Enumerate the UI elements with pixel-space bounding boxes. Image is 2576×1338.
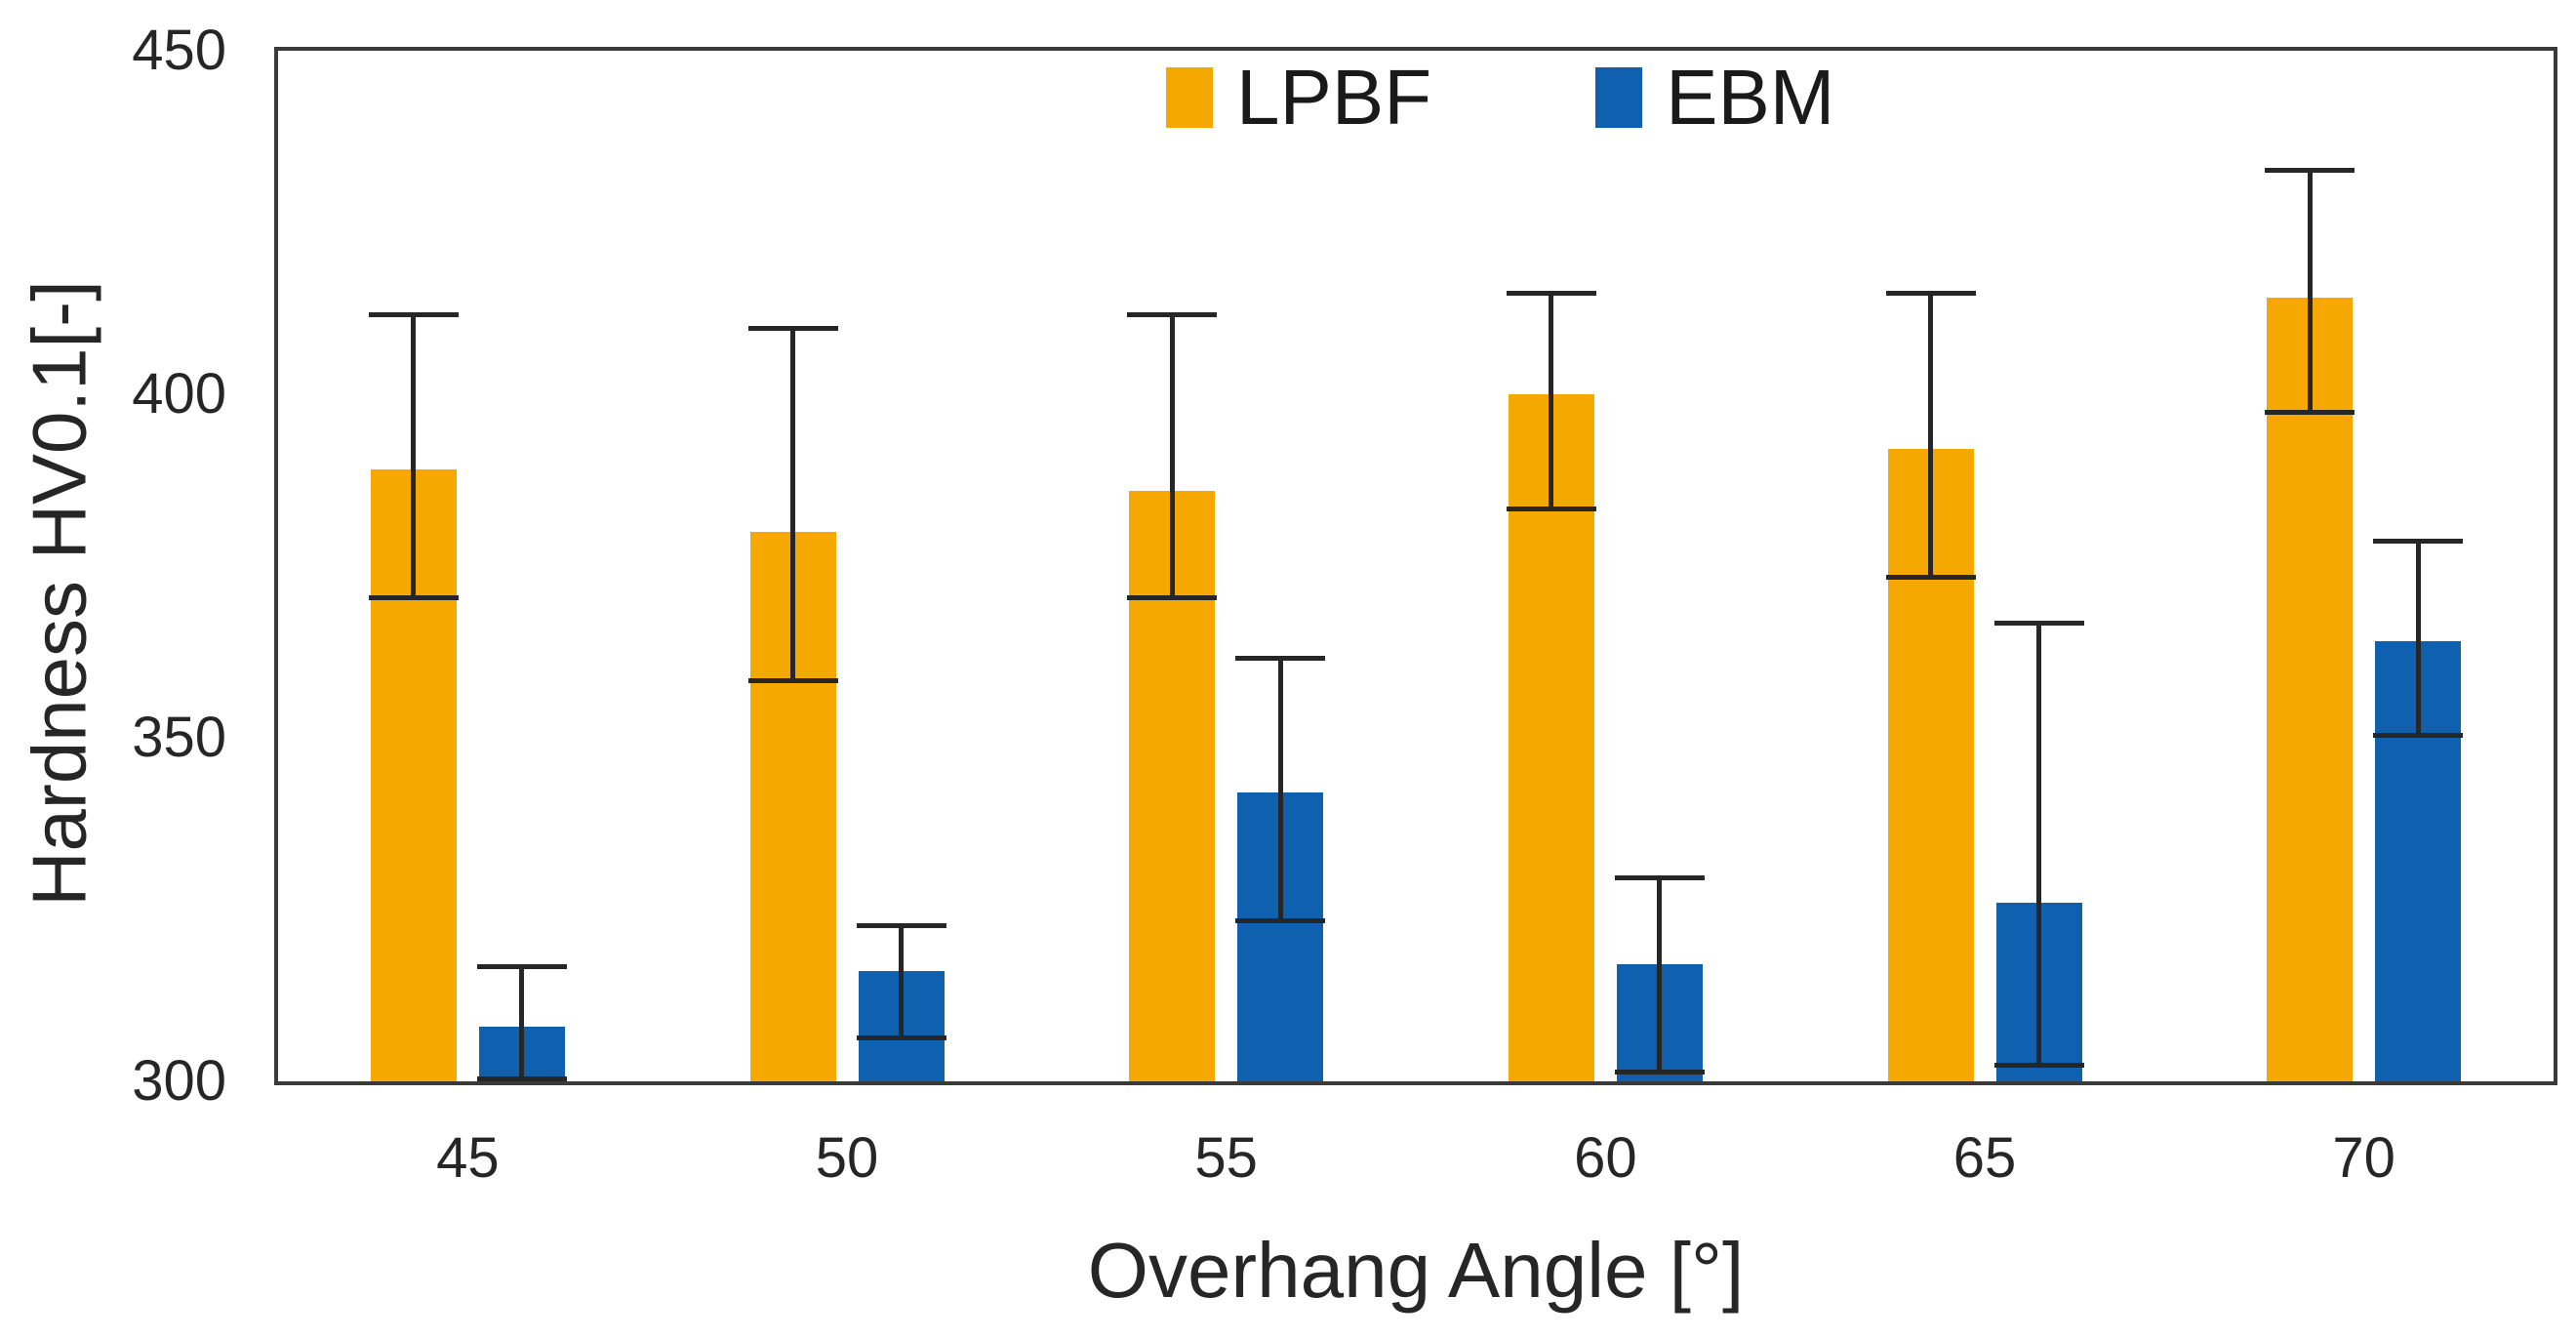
x-axis-tick-label: 50 xyxy=(815,1126,879,1190)
error-bar-lpbf-45 xyxy=(411,311,417,601)
error-cap-top-ebm-60 xyxy=(1614,874,1705,880)
error-cap-top-ebm-65 xyxy=(1993,621,2084,627)
error-bar-lpbf-65 xyxy=(1928,291,1933,581)
legend-label: LPBF xyxy=(1236,54,1432,141)
y-axis-tick-label: 400 xyxy=(132,362,226,426)
legend-swatch-ebm xyxy=(1595,67,1643,128)
error-bar-ebm-55 xyxy=(1277,655,1283,924)
error-cap-bottom-lpbf-60 xyxy=(1506,506,1596,511)
error-cap-bottom-ebm-70 xyxy=(2373,733,2464,738)
error-cap-bottom-ebm-45 xyxy=(476,1076,567,1081)
y-axis-tick-label: 350 xyxy=(132,706,226,769)
error-cap-top-lpbf-70 xyxy=(2265,167,2355,173)
error-bar-lpbf-50 xyxy=(790,325,795,683)
legend-swatch-lpbf xyxy=(1166,67,1213,128)
error-cap-bottom-lpbf-65 xyxy=(1885,575,1976,581)
error-bar-lpbf-70 xyxy=(2307,167,2313,416)
error-cap-top-lpbf-45 xyxy=(368,311,459,317)
error-bar-ebm-70 xyxy=(2415,538,2421,738)
error-bar-ebm-60 xyxy=(1657,874,1663,1074)
y-axis-title: Hardness HV0.1[-] xyxy=(16,280,102,907)
error-cap-top-ebm-45 xyxy=(476,964,567,970)
error-cap-top-lpbf-60 xyxy=(1506,291,1596,297)
y-axis-tick-label: 300 xyxy=(132,1049,226,1113)
y-axis-tick-label: 450 xyxy=(132,19,226,82)
error-cap-bottom-ebm-65 xyxy=(1993,1062,2084,1068)
error-cap-bottom-ebm-50 xyxy=(856,1034,946,1040)
x-axis-tick-label: 45 xyxy=(436,1126,500,1190)
legend-label: EBM xyxy=(1666,54,1835,141)
x-axis-tick-label: 55 xyxy=(1194,1126,1258,1190)
error-cap-top-ebm-55 xyxy=(1235,655,1326,661)
error-cap-top-lpbf-65 xyxy=(1885,291,1976,297)
legend-item-lpbf: LPBF xyxy=(1166,59,1431,137)
error-cap-bottom-ebm-60 xyxy=(1614,1069,1705,1074)
error-bar-lpbf-60 xyxy=(1549,291,1554,511)
x-axis-tick-label: 65 xyxy=(1952,1126,2017,1190)
error-cap-bottom-lpbf-50 xyxy=(747,677,838,683)
error-cap-top-lpbf-50 xyxy=(747,325,838,331)
x-axis-tick-label: 70 xyxy=(2332,1126,2395,1190)
error-bar-lpbf-55 xyxy=(1169,311,1175,601)
error-bar-ebm-65 xyxy=(2036,621,2041,1068)
bar-lpbf-70 xyxy=(2267,298,2354,1081)
error-cap-bottom-ebm-55 xyxy=(1235,918,1326,924)
error-cap-top-ebm-50 xyxy=(856,923,946,929)
legend-item-ebm: EBM xyxy=(1595,59,1834,137)
x-axis-title: Overhang Angle [°] xyxy=(1087,1227,1745,1314)
error-bar-ebm-45 xyxy=(519,964,525,1081)
x-axis-tick-label: 60 xyxy=(1574,1126,1637,1190)
error-cap-bottom-lpbf-70 xyxy=(2265,410,2355,416)
plot-area xyxy=(274,47,2557,1085)
error-cap-bottom-lpbf-55 xyxy=(1127,595,1218,601)
error-cap-top-lpbf-55 xyxy=(1127,311,1218,317)
error-cap-top-ebm-70 xyxy=(2373,538,2464,544)
legend: LPBF EBM xyxy=(1166,59,1834,137)
error-cap-bottom-lpbf-45 xyxy=(368,595,459,601)
error-bar-ebm-50 xyxy=(899,923,904,1040)
